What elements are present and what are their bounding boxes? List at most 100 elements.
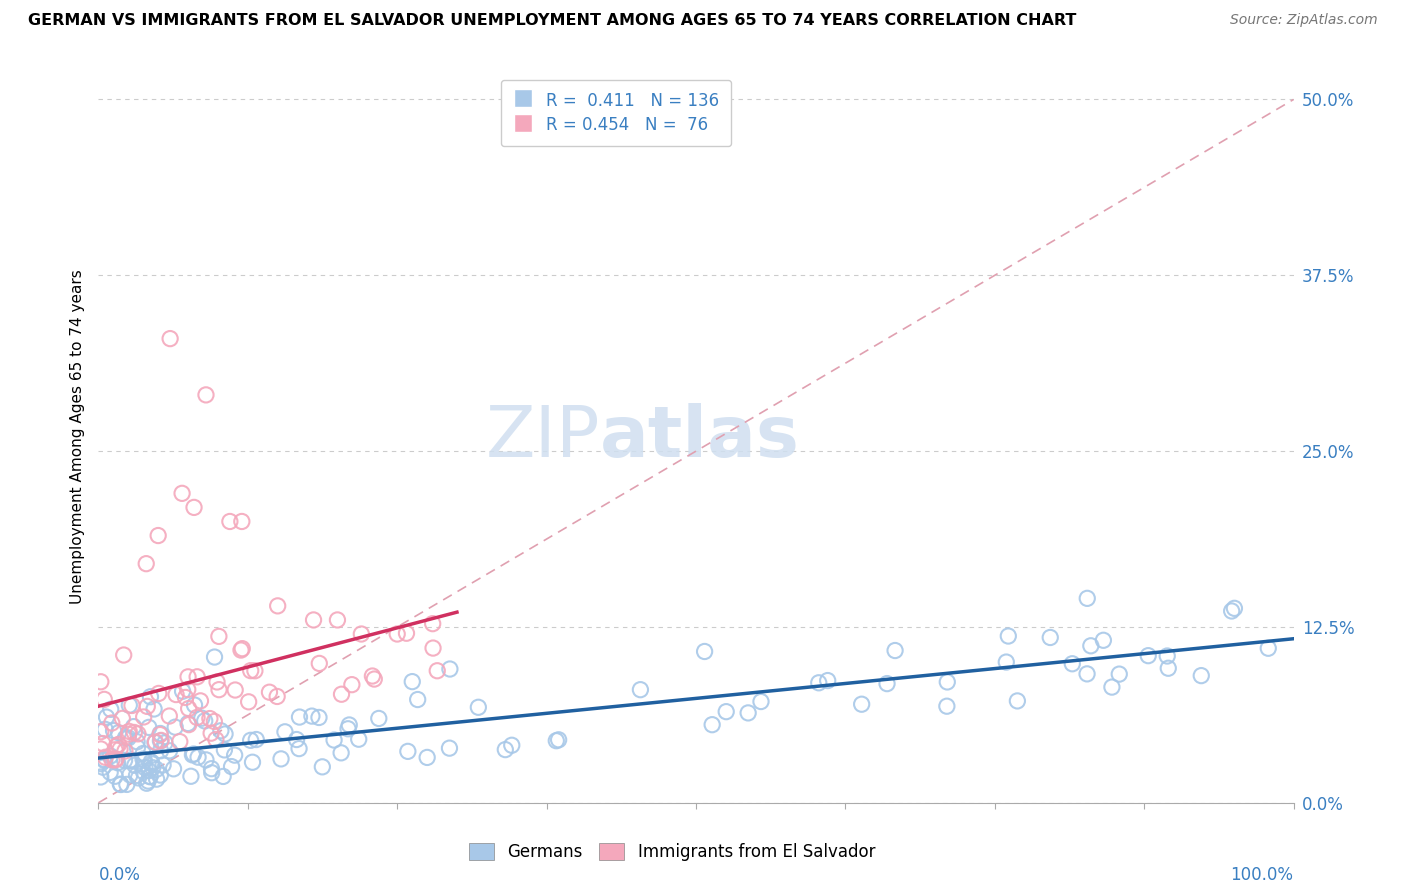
Point bbox=[501, 739, 523, 753]
Point bbox=[101, 753, 124, 767]
Point bbox=[221, 759, 243, 773]
Point bbox=[136, 774, 159, 789]
Point bbox=[149, 728, 172, 742]
Point bbox=[90, 770, 112, 784]
Point bbox=[323, 733, 346, 747]
Point bbox=[138, 720, 160, 734]
Point bbox=[108, 742, 131, 756]
Point bbox=[148, 686, 170, 700]
Point bbox=[693, 644, 716, 658]
Point bbox=[107, 756, 129, 770]
Point bbox=[270, 752, 292, 766]
Point bbox=[118, 768, 141, 782]
Point bbox=[90, 756, 112, 771]
Point bbox=[1039, 631, 1062, 645]
Point bbox=[104, 743, 127, 757]
Y-axis label: Unemployment Among Ages 65 to 74 years: Unemployment Among Ages 65 to 74 years bbox=[69, 269, 84, 605]
Point bbox=[396, 744, 419, 758]
Point bbox=[115, 777, 138, 791]
Point bbox=[152, 758, 174, 772]
Point bbox=[467, 700, 489, 714]
Point bbox=[224, 683, 246, 698]
Point bbox=[406, 692, 429, 706]
Point bbox=[124, 758, 146, 772]
Point bbox=[311, 760, 333, 774]
Point bbox=[308, 710, 330, 724]
Point bbox=[231, 641, 253, 656]
Point bbox=[121, 698, 143, 713]
Point bbox=[105, 739, 128, 753]
Point bbox=[132, 747, 155, 761]
Point bbox=[172, 684, 194, 698]
Point bbox=[117, 731, 139, 745]
Text: 100.0%: 100.0% bbox=[1230, 866, 1294, 884]
Point bbox=[145, 772, 167, 787]
Point bbox=[124, 725, 146, 739]
Point bbox=[995, 655, 1018, 669]
Point bbox=[997, 629, 1019, 643]
Point bbox=[98, 765, 121, 780]
Point bbox=[172, 486, 194, 500]
Point bbox=[1157, 661, 1180, 675]
Point bbox=[127, 735, 149, 749]
Point bbox=[181, 747, 204, 762]
Point bbox=[110, 778, 132, 792]
Point bbox=[1189, 668, 1212, 682]
Point bbox=[90, 674, 112, 689]
Point bbox=[288, 710, 311, 724]
Point bbox=[266, 690, 288, 704]
Point bbox=[93, 752, 115, 766]
Text: GERMAN VS IMMIGRANTS FROM EL SALVADOR UNEMPLOYMENT AMONG AGES 65 TO 74 YEARS COR: GERMAN VS IMMIGRANTS FROM EL SALVADOR UN… bbox=[28, 13, 1077, 29]
Point bbox=[104, 752, 127, 766]
Point bbox=[118, 754, 141, 768]
Point bbox=[361, 669, 384, 683]
Point bbox=[104, 769, 127, 783]
Point bbox=[817, 673, 839, 688]
Point bbox=[337, 718, 360, 732]
Point bbox=[159, 332, 181, 346]
Point bbox=[242, 756, 264, 770]
Point bbox=[159, 744, 181, 758]
Point bbox=[363, 672, 385, 686]
Point bbox=[135, 776, 157, 790]
Point bbox=[127, 740, 149, 755]
Point bbox=[148, 528, 170, 542]
Point bbox=[107, 738, 129, 752]
Point bbox=[337, 722, 360, 736]
Point bbox=[1007, 694, 1029, 708]
Point bbox=[104, 753, 127, 767]
Point bbox=[330, 746, 353, 760]
Point bbox=[202, 714, 225, 729]
Point bbox=[702, 717, 724, 731]
Point bbox=[547, 732, 569, 747]
Point bbox=[136, 699, 159, 714]
Point bbox=[145, 735, 167, 749]
Point bbox=[214, 743, 236, 757]
Point bbox=[288, 741, 311, 756]
Point bbox=[1092, 633, 1115, 648]
Point bbox=[118, 724, 141, 739]
Point bbox=[308, 657, 330, 671]
Point bbox=[149, 734, 172, 748]
Point bbox=[208, 629, 231, 643]
Point bbox=[157, 709, 180, 723]
Point bbox=[101, 716, 124, 731]
Point bbox=[416, 750, 439, 764]
Point bbox=[183, 747, 205, 761]
Point bbox=[1156, 648, 1178, 663]
Point bbox=[114, 731, 136, 745]
Point bbox=[141, 756, 163, 771]
Point bbox=[91, 737, 114, 751]
Point bbox=[183, 500, 205, 515]
Point bbox=[183, 698, 205, 712]
Point bbox=[93, 692, 115, 706]
Point bbox=[876, 676, 898, 690]
Point bbox=[231, 515, 253, 529]
Point bbox=[422, 616, 444, 631]
Point bbox=[884, 643, 907, 657]
Point bbox=[1223, 601, 1246, 615]
Point bbox=[1137, 648, 1160, 663]
Point bbox=[208, 682, 231, 697]
Point bbox=[139, 690, 162, 704]
Point bbox=[177, 682, 200, 697]
